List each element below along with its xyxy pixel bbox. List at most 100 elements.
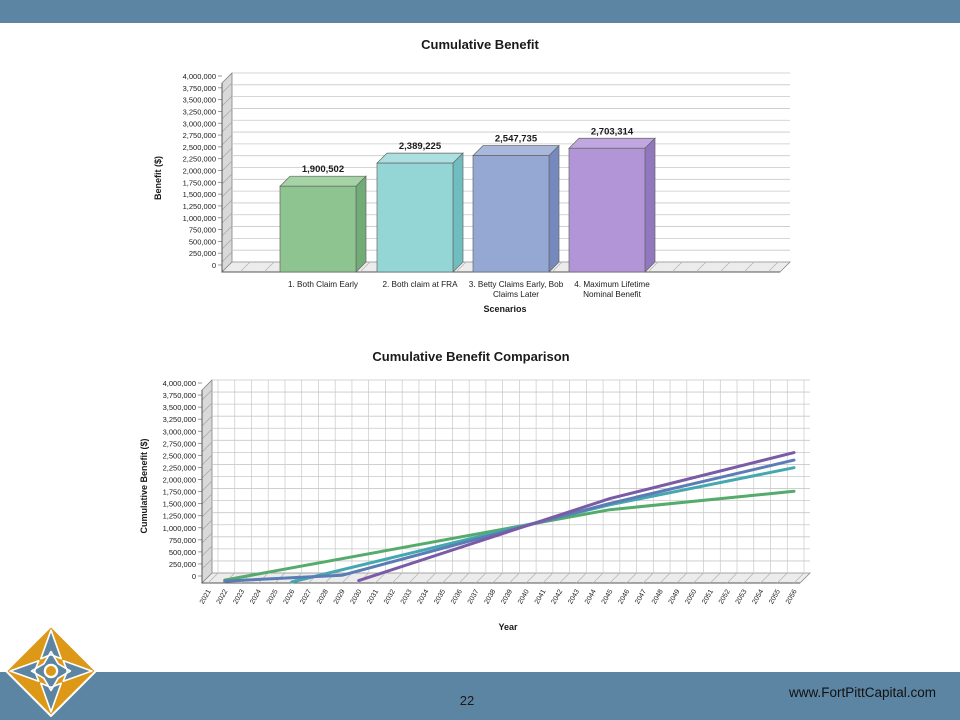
y-tick-label: 1,750,000: [183, 178, 216, 187]
y-tick-label: 2,000,000: [163, 476, 196, 485]
x-tick-label: 2032: [383, 588, 397, 605]
y-tick-label: 500,000: [169, 548, 196, 557]
y-tick-label: 1,750,000: [163, 488, 196, 497]
bar-scenario-2: 2,389,225: [376, 141, 464, 273]
left-wall: [221, 72, 233, 273]
x-tick-label: 2025: [266, 588, 280, 605]
y-tick-label: 750,000: [189, 226, 216, 235]
y-tick-label: 4,000,000: [183, 72, 216, 81]
line-chart-canvas: 0 250,000 500,000 750,000 1,000,000 1,250,000…: [139, 349, 811, 632]
left-wall: [201, 379, 213, 584]
x-tick-label: 2044: [584, 588, 598, 605]
x-tick-label: 2053: [735, 588, 749, 605]
y-tick-label: 2,000,000: [183, 167, 216, 176]
y-tick-label: 1,000,000: [183, 214, 216, 223]
cumulative-benefit-bar-chart: 0 250,000 500,000 750,000 1,000,000 1,250,000…: [140, 28, 820, 328]
y-tick-label: 0: [192, 572, 196, 581]
bar-value-label: 1,900,502: [302, 164, 344, 175]
y-tick-label: 250,000: [189, 249, 216, 258]
y-axis-title: Cumulative Benefit ($): [139, 438, 149, 533]
fort-pitt-capital-logo-icon: [5, 625, 97, 717]
y-tick-label: 2,250,000: [183, 155, 216, 164]
bar-scenario-4: 2,703,314: [568, 126, 656, 273]
y-tick-label: 1,500,000: [163, 500, 196, 509]
x-tick-label: 2024: [249, 588, 263, 605]
y-tick-label: 1,500,000: [183, 190, 216, 199]
x-tick-label: 2056: [785, 588, 799, 605]
y-tick-label: 500,000: [189, 237, 216, 246]
line-series-3: [223, 458, 796, 583]
x-tick-label: 2048: [651, 588, 665, 605]
y-tick-label: 750,000: [169, 536, 196, 545]
y-tick-label: 3,000,000: [183, 119, 216, 128]
x-tick-label: 2028: [316, 588, 330, 605]
top-accent-bar: [0, 0, 960, 23]
y-tick-label: 3,250,000: [163, 415, 196, 424]
y-tick-label: 1,000,000: [163, 524, 196, 533]
x-tick-label: 2023: [232, 588, 246, 605]
website-text: www.FortPittCapital.com: [788, 685, 936, 700]
y-tick-label: 250,000: [169, 560, 196, 569]
x-tick-label: 2045: [601, 588, 615, 605]
x-tick-label: 2051: [701, 588, 715, 605]
x-tick-label: 2035: [433, 588, 447, 605]
x-tick-label: 2027: [299, 588, 313, 605]
y-tick-label: 4,000,000: [163, 379, 196, 388]
x-tick-label: 2029: [333, 588, 347, 605]
x-tick-label: 2026: [283, 588, 297, 605]
x-tick-label: 2021: [199, 588, 213, 605]
cumulative-benefit-comparison-line-chart: 0 250,000 500,000 750,000 1,000,000 1,250,000…: [130, 340, 820, 645]
bar-value-label: 2,703,314: [591, 126, 634, 137]
y-tick-label: 2,500,000: [163, 451, 196, 460]
bar-value-label: 2,547,735: [495, 134, 538, 145]
x-tick-label: 2047: [634, 588, 648, 605]
x-tick-label: 2040: [517, 588, 531, 605]
chart-title: Cumulative Benefit Comparison: [372, 349, 569, 364]
y-tick-label: 3,500,000: [163, 403, 196, 412]
y-tick-label: 3,750,000: [183, 84, 216, 93]
footer-bar: 22 www.FortPittCapital.com: [0, 672, 960, 720]
x-tick-label: 2041: [534, 588, 548, 605]
y-tick-label: 1,250,000: [163, 512, 196, 521]
x-tick-label: 2022: [216, 588, 230, 605]
x-tick-label: 2049: [668, 588, 682, 605]
x-tick-label: 2043: [567, 588, 581, 605]
chart-title: Cumulative Benefit: [421, 37, 539, 52]
x-tick-label: 2036: [450, 588, 464, 605]
category-label: 2. Both claim at FRA: [382, 280, 458, 289]
x-tick-label: 2038: [484, 588, 498, 605]
x-tick-label: 2031: [366, 588, 380, 605]
x-tick-label: 2046: [617, 588, 631, 605]
x-tick-label: 2039: [500, 588, 514, 605]
x-tick-label: 2055: [768, 588, 782, 605]
y-tick-label: 3,250,000: [183, 107, 216, 116]
y-tick-label: 0: [212, 261, 216, 270]
category-label: 3. Betty Claims Early, Bob Claims Later: [469, 280, 564, 299]
x-tick-label: 2034: [417, 588, 431, 605]
line-series-4: [357, 451, 796, 583]
x-tick-label: 2050: [684, 588, 698, 605]
y-tick-label: 2,750,000: [163, 439, 196, 448]
category-label: 1. Both Claim Early: [288, 280, 359, 289]
bar-scenario-3: 2,547,735: [472, 134, 560, 273]
line-series-1: [223, 489, 796, 582]
x-axis-title: Year: [498, 622, 518, 632]
bar-scenario-1: 1,900,502: [279, 164, 367, 273]
y-tick-label: 3,000,000: [163, 427, 196, 436]
page-number: 22: [459, 693, 475, 708]
y-axis-title: Benefit ($): [153, 156, 163, 200]
category-label: 4. Maximum Lifetime Nominal Benefit: [574, 280, 650, 299]
y-tick-label: 2,750,000: [183, 131, 216, 140]
x-tick-label: 2030: [350, 588, 364, 605]
y-tick-label: 3,500,000: [183, 96, 216, 105]
x-tick-label: 2054: [751, 588, 765, 605]
bar-chart-canvas: 0 250,000 500,000 750,000 1,000,000 1,250,000…: [153, 37, 791, 314]
y-tick-label: 3,750,000: [163, 391, 196, 400]
y-tick-label: 2,250,000: [163, 463, 196, 472]
logo-center-dot: [43, 663, 59, 679]
x-axis-title: Scenarios: [483, 304, 526, 314]
y-tick-label: 1,250,000: [183, 202, 216, 211]
x-tick-label: 2037: [467, 588, 481, 605]
x-tick-label: 2052: [718, 588, 732, 605]
